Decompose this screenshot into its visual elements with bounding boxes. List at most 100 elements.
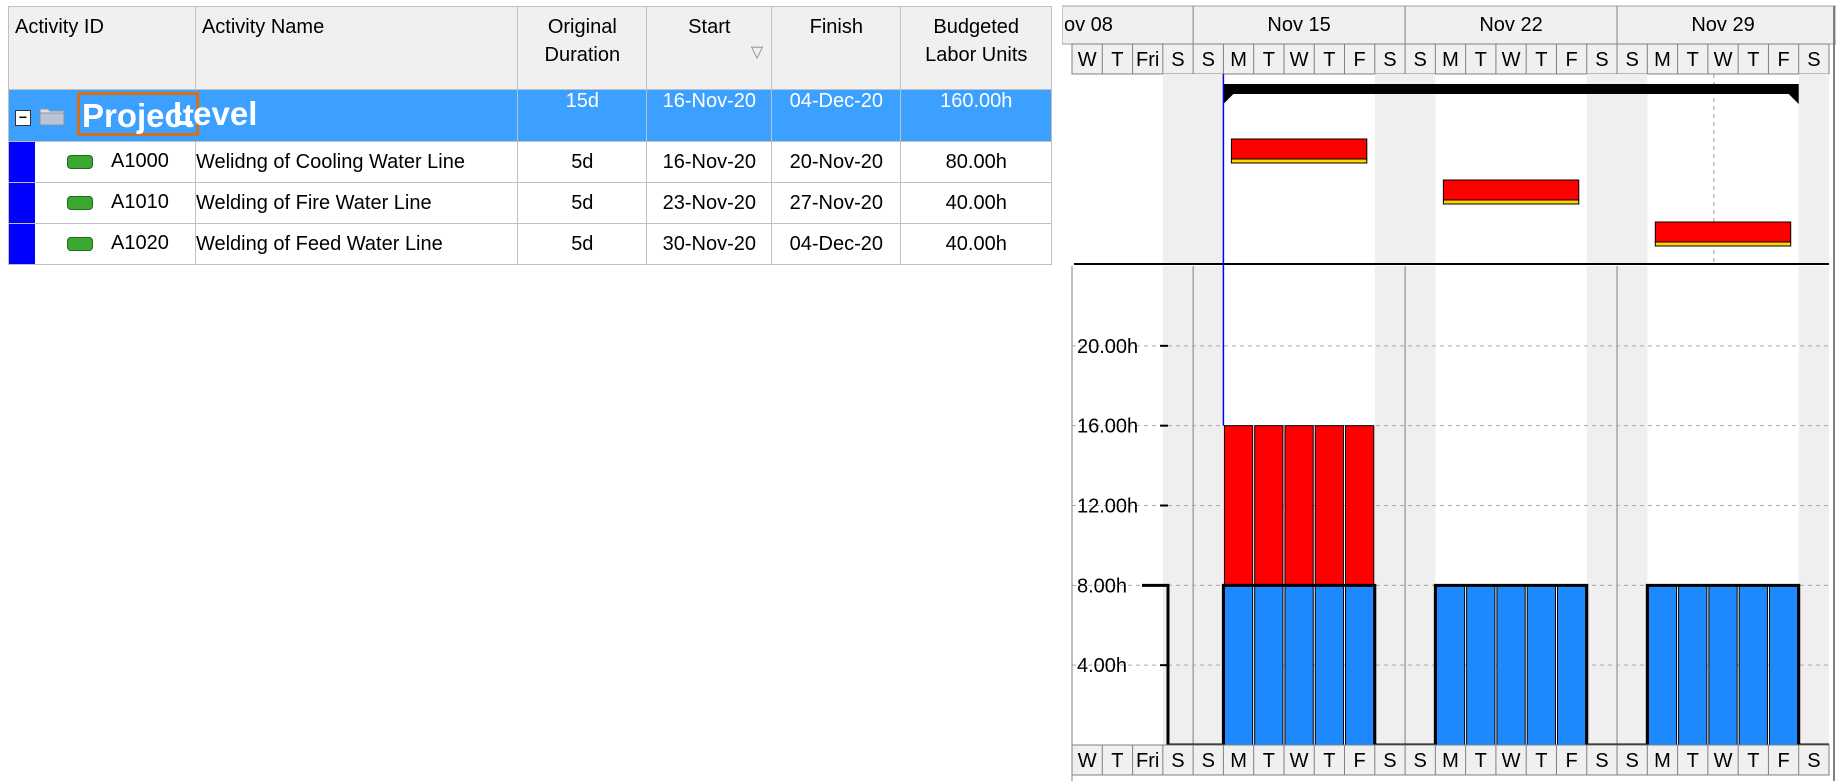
week-label: Nov 15 <box>1267 14 1330 36</box>
day-label: S <box>1171 750 1184 772</box>
activity-bar <box>1442 179 1580 201</box>
activity-id-cell[interactable]: A1020 <box>8 223 196 265</box>
histogram-bar-over <box>1314 425 1345 586</box>
histogram-bar-over <box>1223 425 1254 586</box>
day-label: W <box>1078 750 1097 772</box>
activity-name[interactable]: Welding of Feed Water Line <box>194 223 519 265</box>
day-label: W <box>1290 750 1309 772</box>
day-label: M <box>1442 49 1459 71</box>
nonwork-shading <box>1405 74 1436 264</box>
collapse-toggle-icon[interactable]: − <box>15 110 31 126</box>
day-label: M <box>1230 49 1247 71</box>
activity-units[interactable]: 40.00h <box>900 182 1052 224</box>
day-label: S <box>1202 750 1215 772</box>
wbs-code[interactable]: Project <box>77 92 199 136</box>
histogram-bar-over <box>1284 425 1314 586</box>
day-label: S <box>1807 750 1820 772</box>
day-label: Fri <box>1136 49 1159 71</box>
day-label: T <box>1747 750 1759 772</box>
activity-bar <box>1230 138 1368 160</box>
wbs-band <box>9 142 35 182</box>
table-header-row: Activity ID Activity Name Original Durat… <box>8 6 1052 90</box>
week-label: ov 08 <box>1064 14 1113 36</box>
day-label: F <box>1566 750 1578 772</box>
activity-start[interactable]: 23-Nov-20 <box>646 182 773 224</box>
col-header-label: Activity ID <box>15 16 104 38</box>
histogram-bar-normal <box>1496 584 1526 746</box>
day-label: F <box>1777 49 1789 71</box>
activity-finish[interactable]: 20-Nov-20 <box>771 141 902 183</box>
day-label: T <box>1747 49 1759 71</box>
day-label: M <box>1654 49 1671 71</box>
day-label: S <box>1595 49 1608 71</box>
activity-finish[interactable]: 04-Dec-20 <box>771 223 902 265</box>
activity-row[interactable]: A1000 Welidng of Cooling Water Line 5d 1… <box>8 141 1052 183</box>
histogram-bar-normal <box>1768 584 1799 746</box>
col-header-finish[interactable]: Finish <box>771 6 902 90</box>
wbs-row-project[interactable]: − Project Level 15d 16-Nov-20 04-Dec-20 … <box>7 89 1052 142</box>
histogram-bar-over <box>1254 425 1284 586</box>
activity-id-cell[interactable]: A1000 <box>8 141 196 183</box>
histogram-bar-over <box>1345 425 1375 586</box>
activity-start[interactable]: 16-Nov-20 <box>646 141 773 183</box>
activity-units[interactable]: 80.00h <box>900 141 1052 183</box>
day-label: S <box>1171 49 1184 71</box>
day-label: W <box>1714 750 1733 772</box>
activity-id-cell[interactable]: A1010 <box>8 182 196 224</box>
day-label: T <box>1687 49 1699 71</box>
week-label: Nov 29 <box>1691 14 1754 36</box>
day-label: T <box>1323 750 1335 772</box>
activity-duration[interactable]: 5d <box>517 141 648 183</box>
col-header-activity-id[interactable]: Activity ID <box>8 6 196 90</box>
wbs-start: 16-Nov-20 <box>646 89 773 142</box>
summary-start-marker <box>1223 94 1234 104</box>
activity-row[interactable]: A1020 Welding of Feed Water Line 5d 30-N… <box>8 223 1052 265</box>
activity-bar <box>1654 221 1792 243</box>
histogram-bar-normal <box>1678 584 1708 746</box>
histogram-bar-normal <box>1314 584 1345 746</box>
day-label: M <box>1654 750 1671 772</box>
activity-duration[interactable]: 5d <box>517 182 648 224</box>
col-header-label: Start <box>688 16 731 38</box>
timescale-week-band <box>1062 5 1836 45</box>
activity-start[interactable]: 30-Nov-20 <box>646 223 773 265</box>
col-header-start[interactable]: Start ▽ <box>646 6 773 90</box>
activity-name[interactable]: Welidng of Cooling Water Line <box>194 141 519 183</box>
day-label: T <box>1687 750 1699 772</box>
histogram-bar-normal <box>1254 584 1284 746</box>
wbs-name: Level <box>173 95 258 132</box>
activity-finish[interactable]: 27-Nov-20 <box>771 182 902 224</box>
activity-name[interactable]: Welding of Fire Water Line <box>194 182 519 224</box>
col-header-label: Budgeted Labor Units <box>925 16 1028 66</box>
activity-row[interactable]: A1010 Welding of Fire Water Line 5d 23-N… <box>8 182 1052 224</box>
col-header-budgeted-labor-units[interactable]: Budgeted Labor Units <box>900 6 1052 90</box>
col-header-activity-name[interactable]: Activity Name <box>194 6 519 90</box>
col-header-label: Finish <box>809 16 863 38</box>
day-label: F <box>1566 49 1578 71</box>
col-header-original-duration[interactable]: Original Duration <box>517 6 648 90</box>
day-label: T <box>1475 49 1487 71</box>
day-label: T <box>1263 750 1275 772</box>
day-label: F <box>1354 750 1366 772</box>
day-label: W <box>1078 49 1097 71</box>
col-header-label: Original Duration <box>544 16 621 66</box>
activity-table: Activity ID Activity Name Original Durat… <box>7 6 1052 265</box>
wbs-duration: 15d <box>517 89 648 142</box>
activity-icon <box>67 196 93 210</box>
histogram-bar-normal <box>1738 584 1768 746</box>
day-label: S <box>1202 49 1215 71</box>
activity-duration[interactable]: 5d <box>517 223 648 265</box>
timescale-days-bottom-band <box>1071 744 1830 776</box>
day-label: T <box>1323 49 1335 71</box>
sort-filter-icon[interactable]: ▽ <box>750 44 764 61</box>
summary-bar <box>1223 84 1799 94</box>
day-label: S <box>1595 750 1608 772</box>
day-label: S <box>1626 750 1639 772</box>
day-label: T <box>1535 750 1547 772</box>
activity-baseline-bar <box>1230 158 1368 164</box>
histogram-bar-normal <box>1345 584 1375 746</box>
nonwork-shading <box>1617 74 1648 264</box>
wbs-title-cell[interactable]: − Project Level <box>7 89 519 142</box>
activity-units[interactable]: 40.00h <box>900 223 1052 265</box>
nonwork-shading <box>1798 74 1829 264</box>
